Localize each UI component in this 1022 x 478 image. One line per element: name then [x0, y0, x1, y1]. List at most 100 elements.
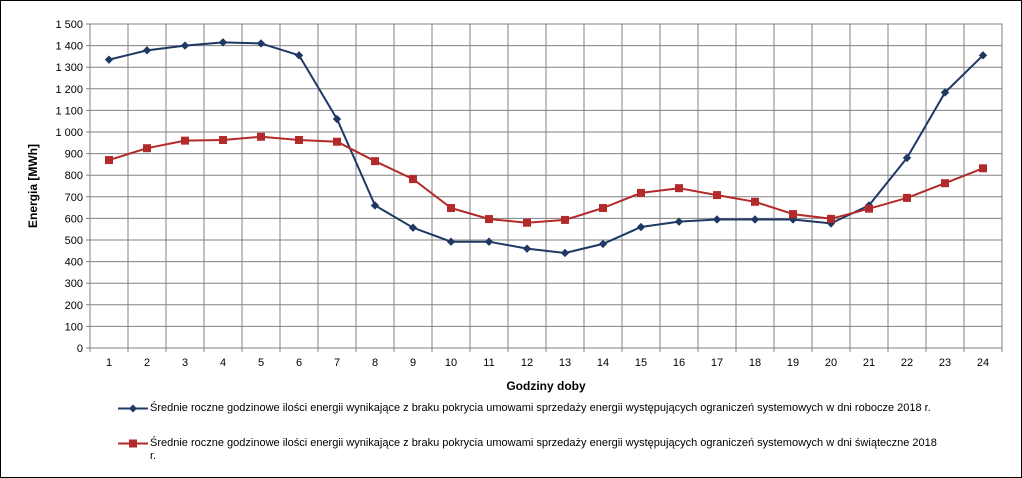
- data-point-diamond: [940, 88, 950, 97]
- x-tick-label: 4: [220, 357, 226, 369]
- y-tick-label: 100: [65, 321, 83, 333]
- x-tick-label: 14: [597, 357, 609, 369]
- legend-label-holidays: Średnie roczne godzinowe ilości energii …: [150, 437, 937, 462]
- x-tick-label: 12: [521, 357, 533, 369]
- data-point-square: [637, 188, 645, 197]
- x-tick-label: 10: [445, 357, 457, 369]
- data-point-diamond: [104, 55, 114, 64]
- x-tick-label: 11: [483, 357, 494, 369]
- data-point-square: [789, 210, 797, 219]
- x-tick-label: 20: [825, 357, 837, 369]
- y-tick-label: 1 200: [55, 84, 83, 96]
- y-tick-label: 400: [65, 257, 83, 269]
- x-axis-title: Godziny doby: [506, 379, 586, 393]
- legend-marker-diamond-icon: [118, 404, 148, 413]
- y-tick-label: 1 300: [55, 62, 83, 74]
- y-tick-label: 300: [65, 278, 83, 290]
- y-tick-label: 1 500: [55, 19, 83, 31]
- data-point-diamond: [522, 244, 532, 253]
- y-tick-labels: 0 100 200 300 400 500 600 700 800 900 1 000 1 100 1 …: [55, 19, 83, 355]
- data-point-square: [485, 215, 493, 224]
- data-point-diamond: [978, 51, 988, 60]
- legend-marker-square-icon: [118, 439, 148, 448]
- x-tick-label: 5: [258, 357, 264, 369]
- data-point-square: [561, 215, 569, 224]
- y-tick-label: 500: [65, 235, 83, 247]
- legend-item-workdays: Średnie roczne godzinowe ilości energii …: [118, 402, 940, 415]
- data-point-square: [333, 137, 341, 146]
- y-tick-label: 600: [65, 213, 83, 225]
- data-point-square: [599, 204, 607, 213]
- x-tick-label: 17: [711, 357, 723, 369]
- data-point-square: [713, 191, 721, 200]
- y-tick-label: 200: [65, 300, 83, 312]
- data-point-square: [447, 204, 455, 213]
- x-tick-label: 21: [863, 357, 875, 369]
- data-point-diamond: [674, 217, 684, 226]
- data-point-diamond: [598, 239, 608, 249]
- y-tick-label: 900: [65, 149, 83, 161]
- series-line-2: [108, 135, 984, 224]
- y-tick-label: 0: [77, 343, 83, 355]
- data-point-diamond: [750, 215, 760, 224]
- data-point-square: [181, 136, 189, 145]
- y-tick-label: 700: [65, 192, 83, 204]
- data-point-square: [751, 197, 759, 206]
- data-point-diamond: [370, 201, 380, 210]
- data-point-diamond: [446, 237, 456, 246]
- legend: Średnie roczne godzinowe ilości energii …: [118, 402, 940, 415]
- x-tick-label: 6: [296, 357, 302, 369]
- data-point-diamond: [484, 237, 494, 246]
- x-tick-label: 22: [901, 357, 913, 369]
- x-tick-label: 7: [334, 357, 340, 369]
- legend-label-workdays: Średnie roczne godzinowe ilości energii …: [150, 402, 931, 414]
- data-point-diamond: [256, 39, 266, 48]
- y-tick-label: 1 000: [55, 127, 83, 139]
- data-point-square: [257, 132, 265, 141]
- data-point-square: [941, 179, 949, 188]
- x-tick-label: 13: [559, 357, 571, 369]
- data-point-diamond: [408, 223, 418, 232]
- data-point-square: [143, 144, 151, 153]
- data-point-square: [675, 184, 683, 193]
- y-axis-title: Energia [MWh]: [26, 144, 40, 228]
- data-point-square: [409, 175, 417, 184]
- data-point-square: [979, 164, 987, 173]
- y-tick-label: 1 400: [55, 41, 83, 53]
- data-point-square: [827, 214, 835, 223]
- data-point-square: [523, 218, 531, 227]
- x-tick-label: 15: [635, 357, 647, 369]
- x-tick-label: 24: [977, 357, 989, 369]
- data-point-diamond: [712, 215, 722, 224]
- legend-second: Średnie roczne godzinowe ilości energii …: [118, 437, 940, 463]
- data-point-diamond: [142, 46, 152, 55]
- data-point-square: [903, 193, 911, 202]
- x-tick-label: 3: [182, 357, 188, 369]
- data-point-diamond: [332, 114, 342, 124]
- x-tick-label: 2: [144, 357, 150, 369]
- x-tick-label: 23: [939, 357, 951, 369]
- x-tick-label: 16: [673, 357, 685, 369]
- data-point-diamond: [180, 41, 190, 50]
- data-point-diamond: [294, 51, 304, 60]
- series-group: [104, 38, 988, 258]
- x-tick-label: 9: [410, 357, 416, 369]
- data-point-diamond: [218, 38, 228, 47]
- data-point-square: [371, 157, 379, 166]
- x-tick-label: 8: [372, 357, 378, 369]
- y-tick-label: 1 100: [55, 105, 83, 117]
- data-point-diamond: [636, 222, 646, 232]
- data-point-square: [295, 135, 303, 144]
- data-point-square: [219, 135, 227, 144]
- data-point-square: [865, 204, 873, 213]
- y-tick-label: 800: [65, 170, 83, 182]
- series-line-1: [108, 41, 984, 254]
- x-tick-label: 19: [787, 357, 799, 369]
- data-point-square: [105, 156, 113, 165]
- x-tick-labels: 1 2 3 4 5 6 7 8 9 10 11 12 13 14 15 16 17 18 19 20 21 22 23 24: [106, 357, 989, 369]
- data-point-diamond: [560, 248, 570, 258]
- grid-lines: [86, 23, 1003, 352]
- data-point-diamond: [902, 153, 912, 163]
- x-tick-label: 18: [749, 357, 761, 369]
